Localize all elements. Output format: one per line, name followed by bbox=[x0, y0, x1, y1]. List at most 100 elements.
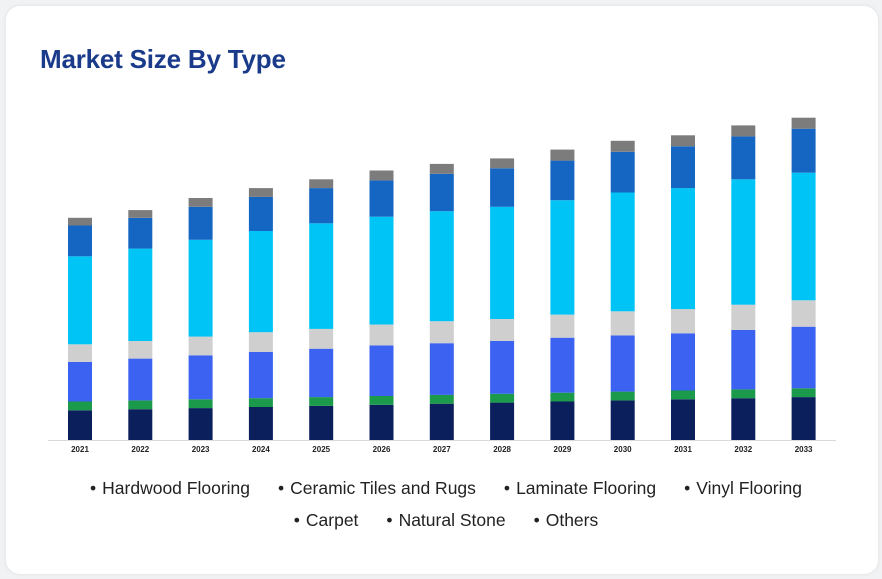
bar-segment-2031-3 bbox=[671, 309, 695, 334]
bar-segment-2033-6 bbox=[791, 117, 816, 129]
bar-segment-2024-5 bbox=[248, 196, 273, 231]
bar-segment-2023-2 bbox=[188, 355, 213, 400]
bar-segment-2023-4 bbox=[188, 239, 213, 337]
bar-segment-2032-5 bbox=[731, 136, 756, 180]
bar-segment-2032-1 bbox=[731, 389, 756, 399]
bar-segment-2024-6 bbox=[248, 188, 273, 197]
bar-segment-2021-2 bbox=[68, 361, 92, 402]
bar-segment-2030-0 bbox=[610, 400, 635, 440]
bar-segment-2031-2 bbox=[671, 333, 695, 391]
bar-segment-2032-6 bbox=[731, 125, 756, 137]
x-tick-label: 2033 bbox=[795, 445, 813, 454]
bar-segment-2023-0 bbox=[188, 408, 213, 440]
bar-segment-2032-4 bbox=[731, 179, 756, 305]
bar-segment-2031-1 bbox=[671, 390, 695, 400]
bar-segment-2022-4 bbox=[128, 248, 153, 341]
bar-segment-2030-1 bbox=[610, 391, 635, 401]
bar-segment-2025-2 bbox=[309, 348, 334, 398]
bar-segment-2028-6 bbox=[490, 158, 515, 169]
bar-segment-2033-0 bbox=[791, 397, 816, 440]
legend-item: Laminate Flooring bbox=[504, 472, 656, 504]
bar-segment-2027-2 bbox=[429, 343, 454, 395]
bar-segment-2030-6 bbox=[610, 140, 635, 152]
x-tick-label: 2025 bbox=[312, 445, 330, 454]
bar-segment-2030-4 bbox=[610, 192, 635, 312]
bar-segment-2024-0 bbox=[248, 407, 273, 440]
bar-segment-2024-4 bbox=[248, 231, 273, 333]
bar-segment-2027-1 bbox=[429, 394, 454, 404]
bar-segment-2026-2 bbox=[369, 345, 394, 396]
x-tick-label: 2022 bbox=[131, 445, 149, 454]
legend-item: Ceramic Tiles and Rugs bbox=[278, 472, 476, 504]
bar-segment-2032-0 bbox=[731, 398, 756, 440]
bar-segment-2030-2 bbox=[610, 335, 635, 392]
bar-segment-2028-3 bbox=[490, 319, 515, 341]
bar-segment-2028-1 bbox=[490, 393, 515, 403]
bar-segment-2029-4 bbox=[550, 200, 575, 315]
bar-segment-2032-2 bbox=[731, 330, 756, 390]
bar-segment-2033-4 bbox=[791, 172, 816, 301]
bar-segment-2021-5 bbox=[68, 225, 92, 257]
x-tick-label: 2028 bbox=[493, 445, 511, 454]
x-tick-label: 2030 bbox=[614, 445, 632, 454]
bar-segment-2032-3 bbox=[731, 304, 756, 330]
x-tick-label: 2023 bbox=[192, 445, 210, 454]
bar-segment-2024-2 bbox=[248, 352, 273, 399]
x-tick-label: 2026 bbox=[373, 445, 391, 454]
bar-segment-2028-5 bbox=[490, 168, 515, 207]
legend-item: Hardwood Flooring bbox=[90, 472, 250, 504]
bar-segment-2028-2 bbox=[490, 341, 515, 394]
bar-segment-2021-3 bbox=[68, 344, 92, 362]
bar-segment-2026-4 bbox=[369, 216, 394, 325]
bar-segment-2025-5 bbox=[309, 188, 334, 224]
bar-segment-2029-1 bbox=[550, 392, 575, 402]
bar-segment-2029-2 bbox=[550, 337, 575, 393]
bar-segment-2029-6 bbox=[550, 149, 575, 161]
bar-segment-2033-3 bbox=[791, 300, 816, 327]
legend-item: Carpet bbox=[294, 504, 359, 536]
bar-segment-2027-6 bbox=[429, 163, 454, 174]
x-tick-label: 2021 bbox=[71, 445, 89, 454]
x-tick-label: 2027 bbox=[433, 445, 451, 454]
bar-segment-2021-6 bbox=[68, 217, 92, 226]
bar-segment-2026-1 bbox=[369, 396, 394, 405]
bar-segment-2026-5 bbox=[369, 180, 394, 217]
legend-item: Others bbox=[534, 504, 599, 536]
bar-segment-2033-5 bbox=[791, 128, 816, 173]
legend-item: Vinyl Flooring bbox=[684, 472, 802, 504]
bar-segment-2025-0 bbox=[309, 405, 334, 440]
bar-segment-2030-3 bbox=[610, 311, 635, 336]
x-tick-label: 2032 bbox=[734, 445, 752, 454]
x-tick-label: 2024 bbox=[252, 445, 270, 454]
bar-segment-2022-6 bbox=[128, 210, 153, 218]
bar-segment-2031-4 bbox=[671, 188, 695, 310]
bar-segment-2023-6 bbox=[188, 198, 213, 207]
bar-segment-2026-0 bbox=[369, 404, 394, 440]
bar-segment-2027-4 bbox=[429, 211, 454, 322]
bar-segment-2023-1 bbox=[188, 399, 213, 409]
x-tick-label: 2031 bbox=[674, 445, 692, 454]
bar-segment-2028-0 bbox=[490, 402, 515, 440]
bar-segment-2026-6 bbox=[369, 170, 394, 181]
bar-segment-2022-1 bbox=[128, 400, 153, 410]
bar-segment-2022-3 bbox=[128, 341, 153, 359]
bar-segment-2030-5 bbox=[610, 151, 635, 193]
bar-segment-2023-3 bbox=[188, 336, 213, 356]
bar-segment-2031-5 bbox=[671, 146, 695, 189]
bar-segment-2022-0 bbox=[128, 409, 153, 440]
bar-segment-2027-5 bbox=[429, 173, 454, 212]
chart-legend: Hardwood Flooring Ceramic Tiles and Rugs L… bbox=[40, 472, 852, 536]
legend-item: Natural Stone bbox=[386, 504, 506, 536]
bar-segment-2029-3 bbox=[550, 314, 575, 338]
x-tick-label: 2029 bbox=[554, 445, 572, 454]
bar-segment-2021-1 bbox=[68, 401, 92, 411]
bar-segment-2031-0 bbox=[671, 399, 695, 440]
bar-segment-2026-3 bbox=[369, 324, 394, 346]
bar-segment-2025-6 bbox=[309, 179, 334, 189]
bar-segment-2025-1 bbox=[309, 397, 334, 406]
bar-segment-2021-4 bbox=[68, 256, 92, 345]
bar-segment-2022-5 bbox=[128, 217, 153, 249]
bar-segment-2033-2 bbox=[791, 326, 816, 389]
chart-title: Market Size By Type bbox=[40, 44, 286, 74]
